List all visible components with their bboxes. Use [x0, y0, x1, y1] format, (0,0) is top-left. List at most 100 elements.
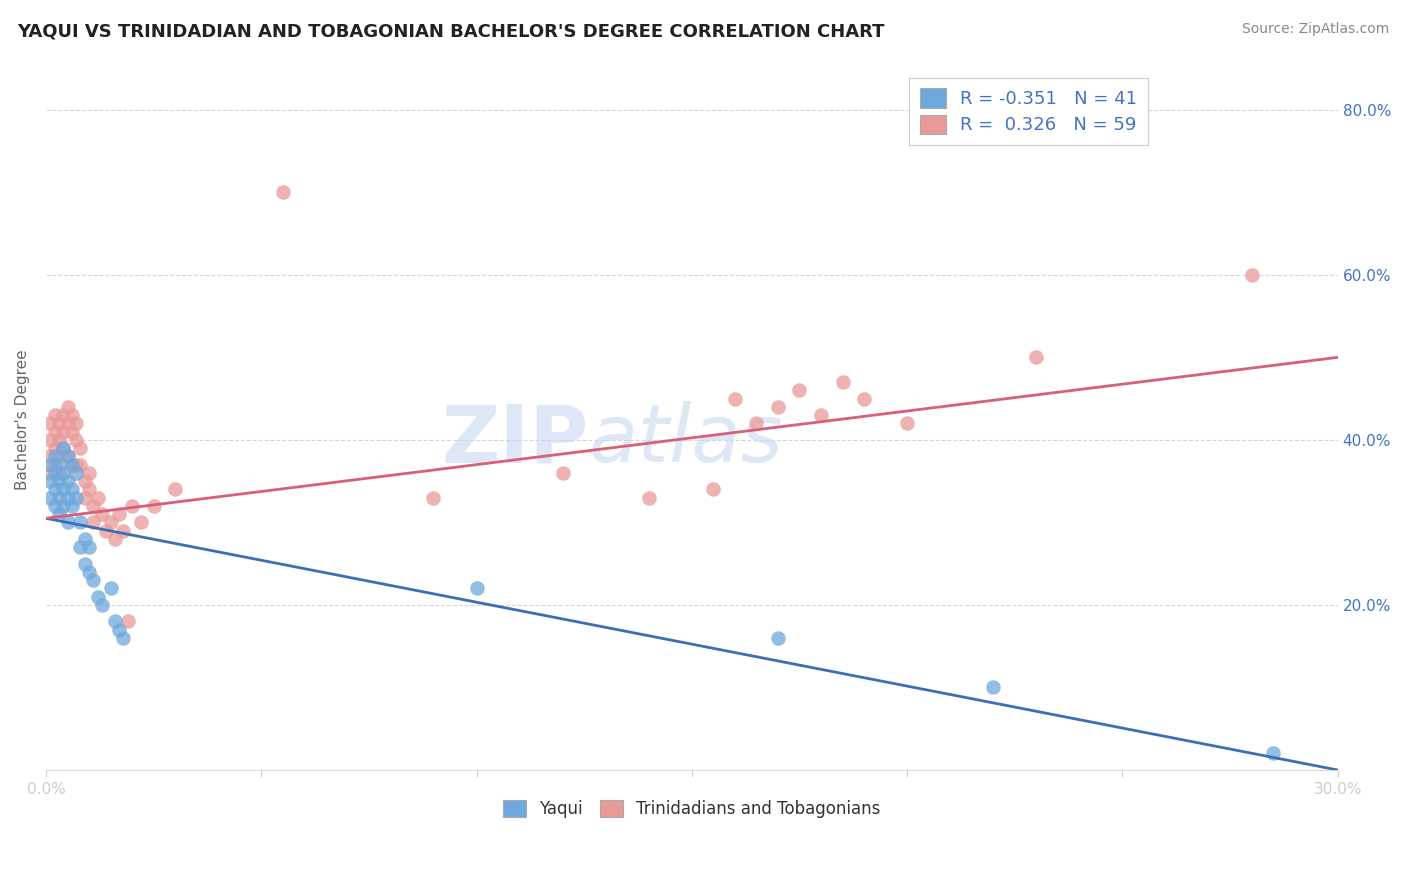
Point: [117, 615, 139, 629]
Text: ZIP: ZIP: [441, 401, 589, 479]
Point: [60, 499, 83, 513]
Point: [48, 433, 70, 447]
Point: [422, 491, 444, 505]
Point: [44, 483, 66, 497]
Text: YAQUI VS TRINIDADIAN AND TOBAGONIAN BACHELOR'S DEGREE CORRELATION CHART: YAQUI VS TRINIDADIAN AND TOBAGONIAN BACH…: [17, 22, 884, 40]
Point: [48, 491, 70, 505]
Point: [39, 433, 62, 447]
Point: [65, 458, 87, 472]
Point: [69, 516, 91, 530]
Point: [551, 466, 574, 480]
Point: [39, 466, 62, 480]
Point: [44, 408, 66, 422]
Point: [77, 466, 100, 480]
Point: [52, 483, 75, 497]
Point: [39, 491, 62, 505]
Point: [44, 441, 66, 455]
Point: [1261, 747, 1284, 761]
Point: [52, 441, 75, 455]
Point: [65, 433, 87, 447]
Point: [91, 507, 114, 521]
Point: [60, 425, 83, 439]
Point: [112, 524, 135, 538]
Point: [73, 491, 96, 505]
Point: [77, 540, 100, 554]
Point: [65, 466, 87, 480]
Point: [69, 441, 91, 455]
Point: [60, 483, 83, 497]
Point: [73, 532, 96, 546]
Point: [831, 375, 853, 389]
Point: [60, 458, 83, 472]
Point: [766, 400, 789, 414]
Point: [52, 408, 75, 422]
Point: [766, 631, 789, 645]
Point: [77, 483, 100, 497]
Point: [129, 516, 152, 530]
Point: [69, 540, 91, 554]
Point: [465, 582, 488, 596]
Point: [108, 623, 131, 637]
Text: atlas: atlas: [589, 401, 783, 479]
Point: [91, 598, 114, 612]
Point: [56, 491, 79, 505]
Point: [1240, 268, 1263, 282]
Point: [853, 392, 876, 406]
Point: [44, 499, 66, 513]
Point: [73, 474, 96, 488]
Point: [48, 458, 70, 472]
Point: [44, 458, 66, 472]
Point: [82, 516, 104, 530]
Point: [981, 681, 1004, 695]
Point: [142, 499, 165, 513]
Point: [104, 532, 127, 546]
Point: [39, 417, 62, 431]
Point: [56, 417, 79, 431]
Point: [44, 466, 66, 480]
Point: [44, 450, 66, 464]
Point: [77, 565, 100, 579]
Point: [39, 474, 62, 488]
Point: [56, 400, 79, 414]
Point: [56, 516, 79, 530]
Text: Source: ZipAtlas.com: Source: ZipAtlas.com: [1241, 22, 1389, 37]
Point: [100, 516, 122, 530]
Point: [121, 499, 143, 513]
Point: [82, 499, 104, 513]
Point: [112, 631, 135, 645]
Point: [60, 458, 83, 472]
Point: [65, 417, 87, 431]
Point: [86, 590, 108, 604]
Point: [44, 425, 66, 439]
Point: [48, 450, 70, 464]
Point: [100, 582, 122, 596]
Point: [52, 441, 75, 455]
Legend: Yaqui, Trinidadians and Tobagonians: Yaqui, Trinidadians and Tobagonians: [496, 793, 887, 825]
Point: [73, 557, 96, 571]
Point: [48, 474, 70, 488]
Point: [810, 408, 832, 422]
Point: [82, 573, 104, 587]
Point: [1025, 351, 1047, 365]
Point: [637, 491, 659, 505]
Point: [69, 458, 91, 472]
Point: [52, 425, 75, 439]
Point: [65, 491, 87, 505]
Point: [724, 392, 747, 406]
Point: [56, 450, 79, 464]
Point: [56, 450, 79, 464]
Point: [108, 507, 131, 521]
Point: [39, 450, 62, 464]
Point: [702, 483, 724, 497]
Point: [48, 417, 70, 431]
Point: [52, 499, 75, 513]
Point: [60, 408, 83, 422]
Point: [48, 466, 70, 480]
Point: [271, 186, 294, 200]
Point: [745, 417, 768, 431]
Point: [96, 524, 118, 538]
Point: [896, 417, 918, 431]
Point: [39, 458, 62, 472]
Y-axis label: Bachelor's Degree: Bachelor's Degree: [15, 349, 30, 490]
Point: [86, 491, 108, 505]
